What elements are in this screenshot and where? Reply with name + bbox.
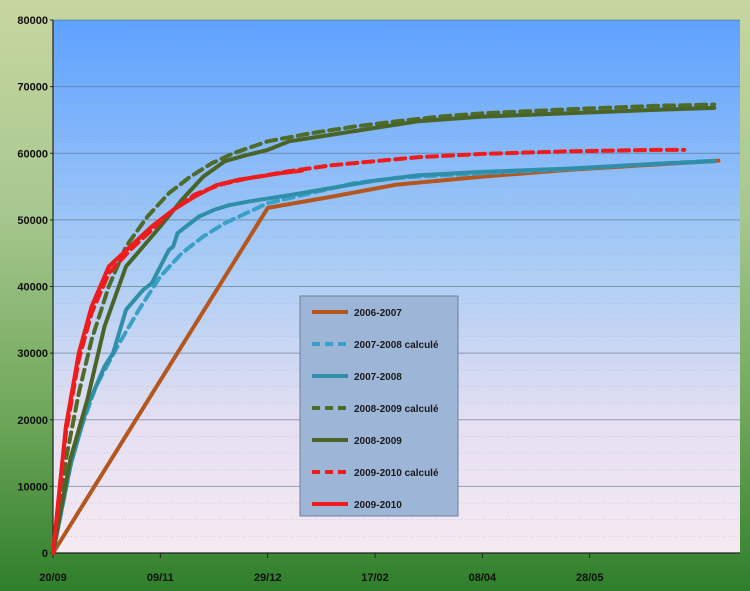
legend-label: 2009-2010 calculé <box>354 468 439 479</box>
y-tick-label: 50000 <box>17 215 48 227</box>
x-tick-label: 20/09 <box>39 572 67 584</box>
x-tick-label: 17/02 <box>361 572 389 584</box>
y-tick-label: 20000 <box>17 415 48 427</box>
y-tick-label: 0 <box>42 548 48 560</box>
x-tick-label: 08/04 <box>469 572 497 584</box>
y-tick-label: 10000 <box>17 481 48 493</box>
x-tick-label: 28/05 <box>576 572 604 584</box>
x-tick-label: 09/11 <box>147 572 174 584</box>
y-tick-label: 30000 <box>17 348 48 360</box>
x-tick-labels: 20/09 09/11 29/12 17/02 08/04 28/05 <box>39 572 603 584</box>
series-line-2 <box>51 159 717 555</box>
y-tick-label: 40000 <box>17 282 48 294</box>
x-tick-label: 29/12 <box>254 572 282 584</box>
y-tick-label: 60000 <box>17 148 48 160</box>
legend-label: 2007-2008 <box>354 372 402 383</box>
series-line-6 <box>51 168 304 555</box>
y-tick-labels: 0 10000 20000 30000 40000 50000 60000 70000 8000… <box>17 15 48 560</box>
y-tick-label: 80000 <box>17 15 48 27</box>
legend-label: 2008-2009 calculé <box>354 404 439 415</box>
legend-label: 2007-2008 calculé <box>354 340 439 351</box>
series-line-3 <box>51 102 717 555</box>
series-layer <box>51 102 721 555</box>
legend-label: 2008-2009 <box>354 436 402 447</box>
series-line-4 <box>51 105 717 555</box>
legend-label: 2006-2007 <box>354 308 402 319</box>
legend: 2006-2007 2007-2008 calculé 2007-2008 2008-… <box>299 295 459 517</box>
legend-label: 2009-2010 <box>354 500 402 511</box>
y-tick-label: 70000 <box>17 82 48 94</box>
